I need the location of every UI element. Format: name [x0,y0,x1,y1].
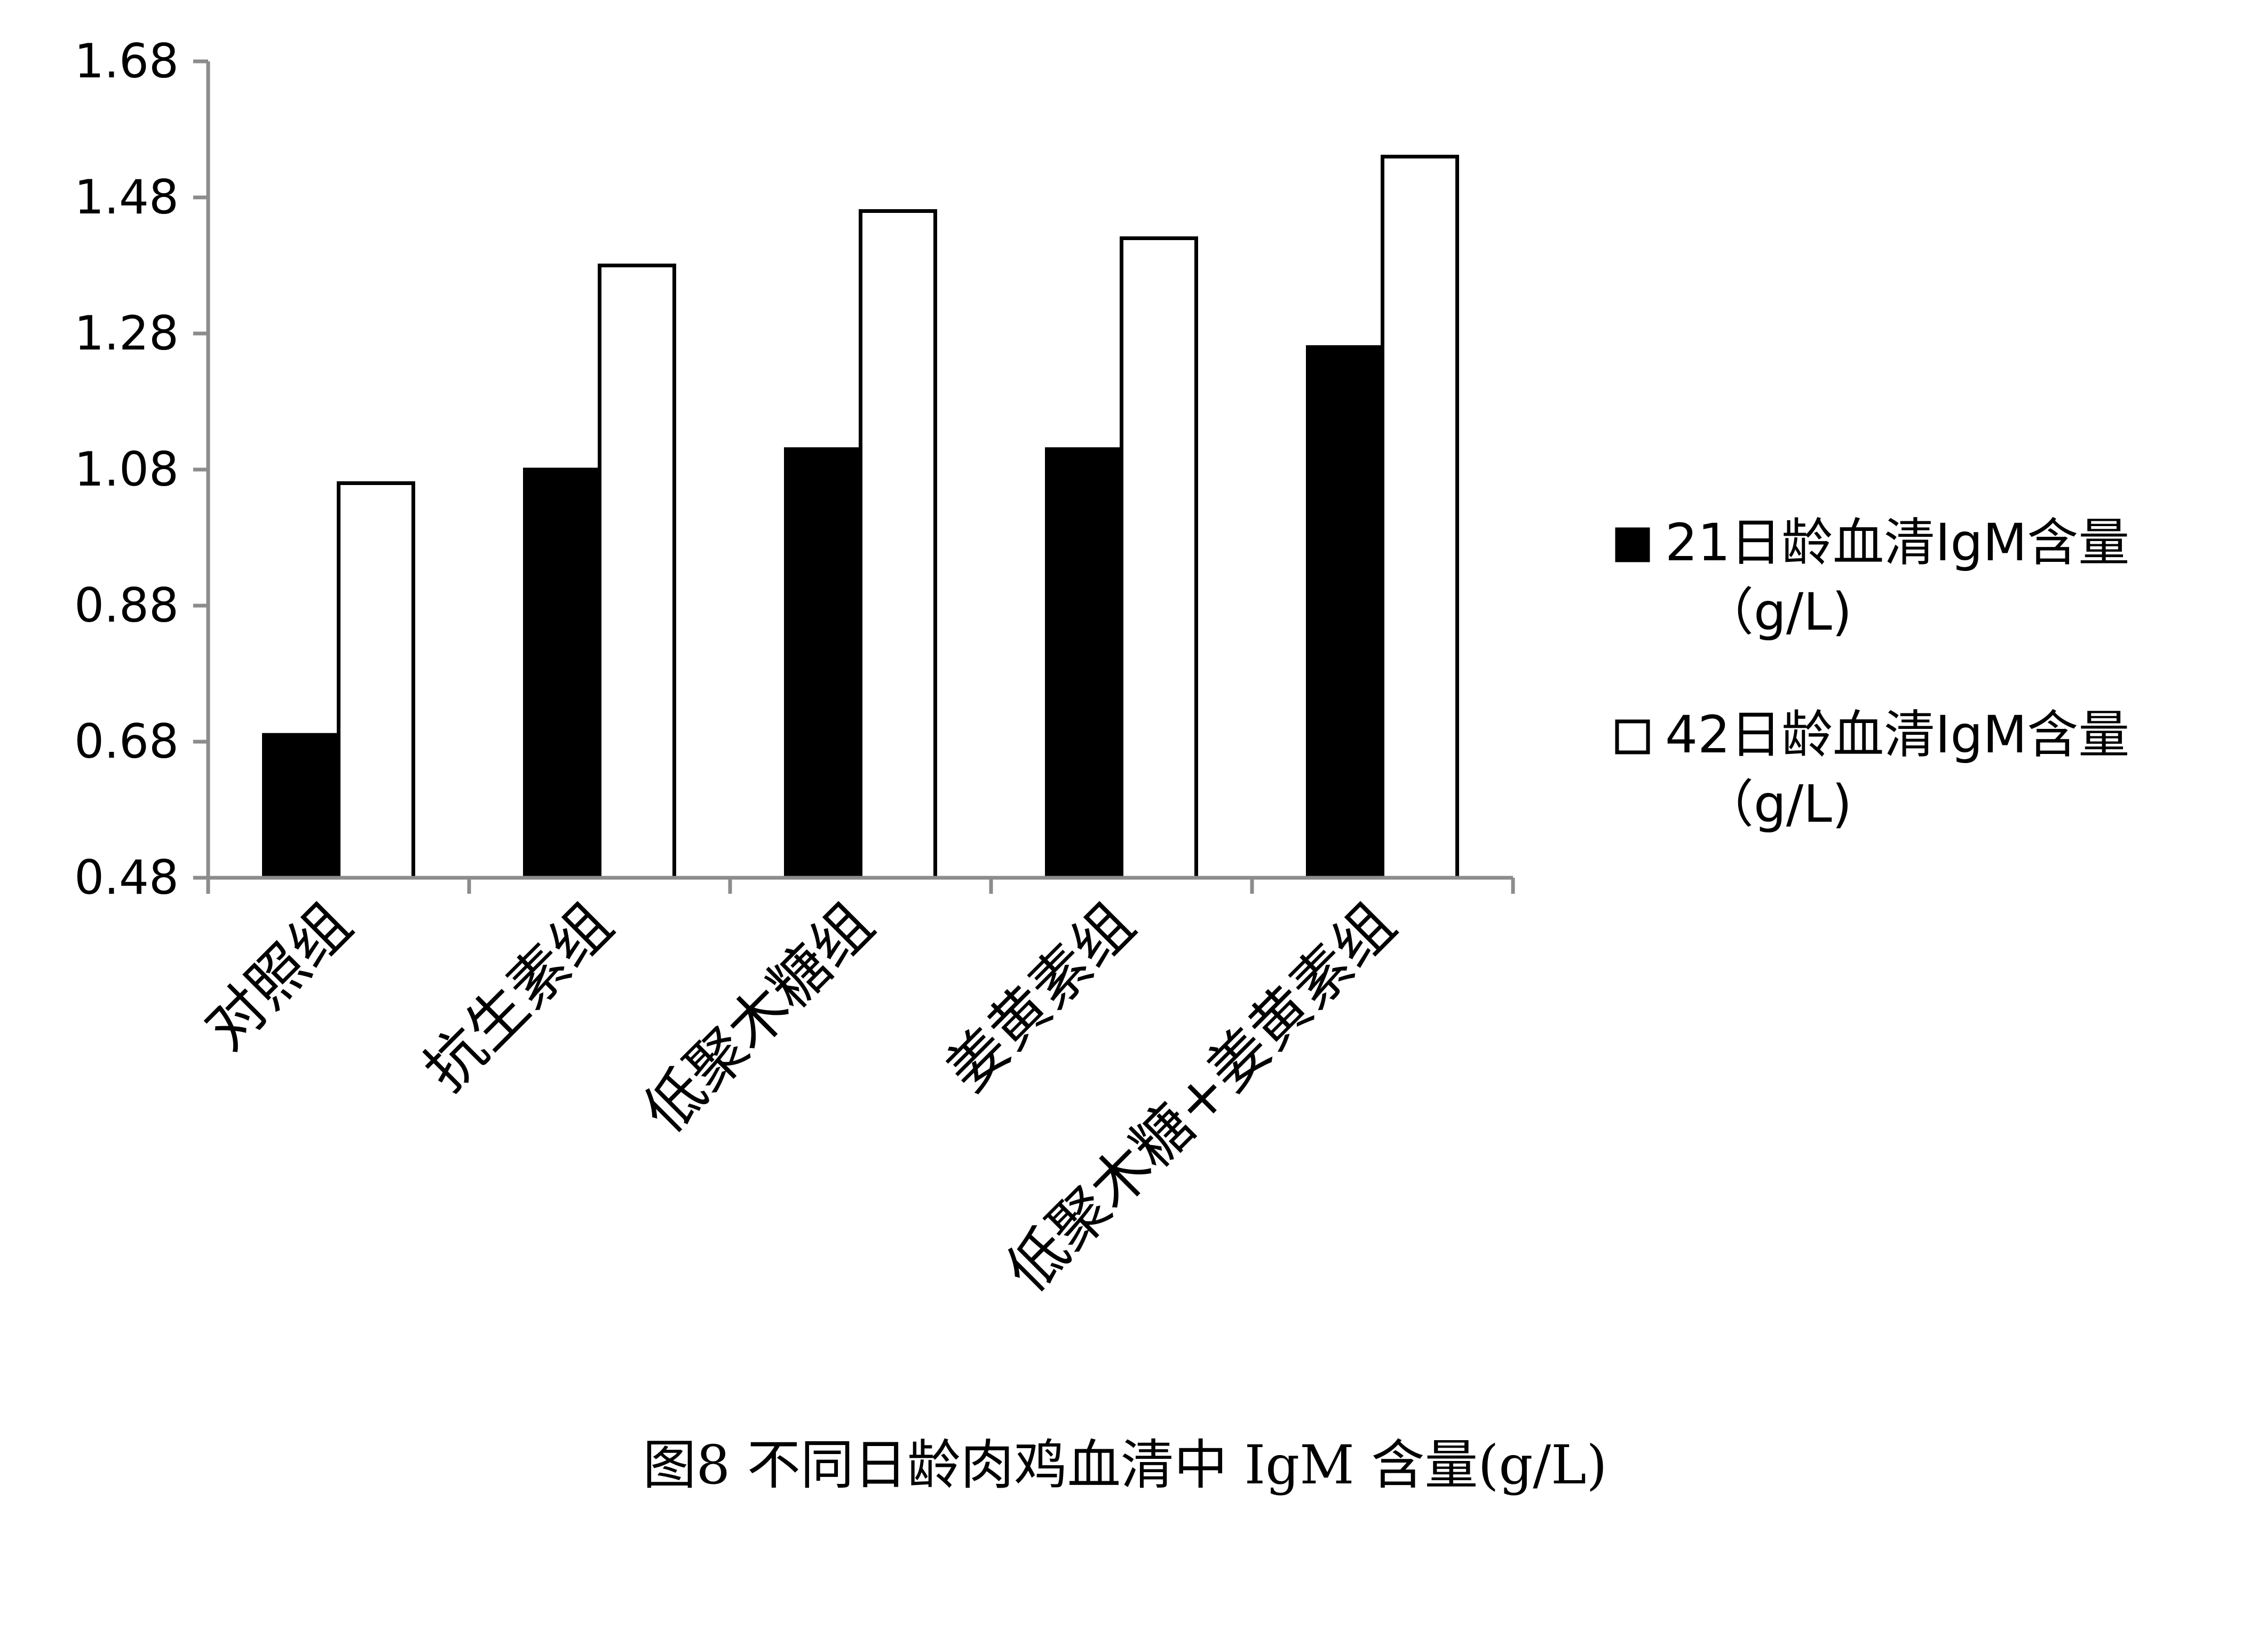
y-tick-label: 1.48 [74,170,179,225]
legend-label-unit: （g/L) [1702,582,1852,642]
y-tick-label: 1.28 [74,306,179,361]
y-tick-label: 0.68 [74,714,179,769]
legend-label: 42日龄血清IgM含量 [1665,705,2129,765]
legend-label: 21日龄血清IgM含量 [1665,513,2129,573]
y-tick-label: 1.68 [74,34,179,89]
x-category-label: 抗生素组 [411,890,625,1105]
bar-series-1 [262,733,340,880]
bar-series-2 [859,209,937,880]
bar-series-1 [1306,345,1384,880]
y-tick-label: 0.48 [74,850,179,905]
legend-label-unit: （g/L) [1702,774,1852,834]
bar-series-1 [784,447,862,880]
legend-swatch-1 [1615,527,1650,562]
bar-series-2 [598,264,676,880]
x-category-label: 对照组 [192,890,365,1063]
y-tick-label: 0.88 [74,578,179,633]
bar-series-1 [1045,447,1123,880]
bar-series-1 [523,467,601,880]
x-category-label: 姜黄素组 [933,890,1147,1105]
bar-series-2 [1381,155,1459,880]
bar-series-2 [1120,236,1198,880]
x-category-label: 低聚木糖组 [630,890,886,1146]
legend-swatch-2 [1615,719,1650,754]
bar-series-2 [337,481,415,880]
figure-caption: 图8 不同日龄肉鸡血清中 IgM 含量(g/L) [643,1434,1607,1496]
y-tick-label: 1.08 [74,442,179,497]
